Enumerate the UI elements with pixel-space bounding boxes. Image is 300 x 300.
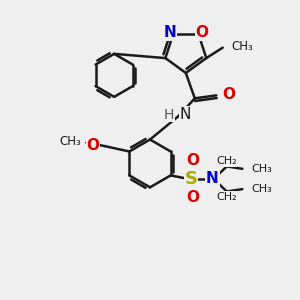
Text: O: O [222, 87, 235, 102]
Text: CH₃: CH₃ [59, 134, 81, 148]
Text: O: O [196, 25, 208, 40]
Text: CH₃: CH₃ [231, 40, 253, 53]
Text: N: N [206, 172, 219, 187]
Text: H: H [164, 108, 175, 122]
Text: N: N [163, 25, 176, 40]
Text: O: O [86, 138, 100, 153]
Text: CH₂: CH₂ [216, 192, 236, 202]
Text: CH₃: CH₃ [251, 184, 272, 194]
Text: CH₂: CH₂ [216, 156, 236, 166]
Text: O: O [186, 190, 199, 205]
Text: CH₃: CH₃ [251, 164, 272, 174]
Text: S: S [184, 170, 197, 188]
Text: N: N [180, 107, 191, 122]
Text: O: O [186, 153, 199, 168]
